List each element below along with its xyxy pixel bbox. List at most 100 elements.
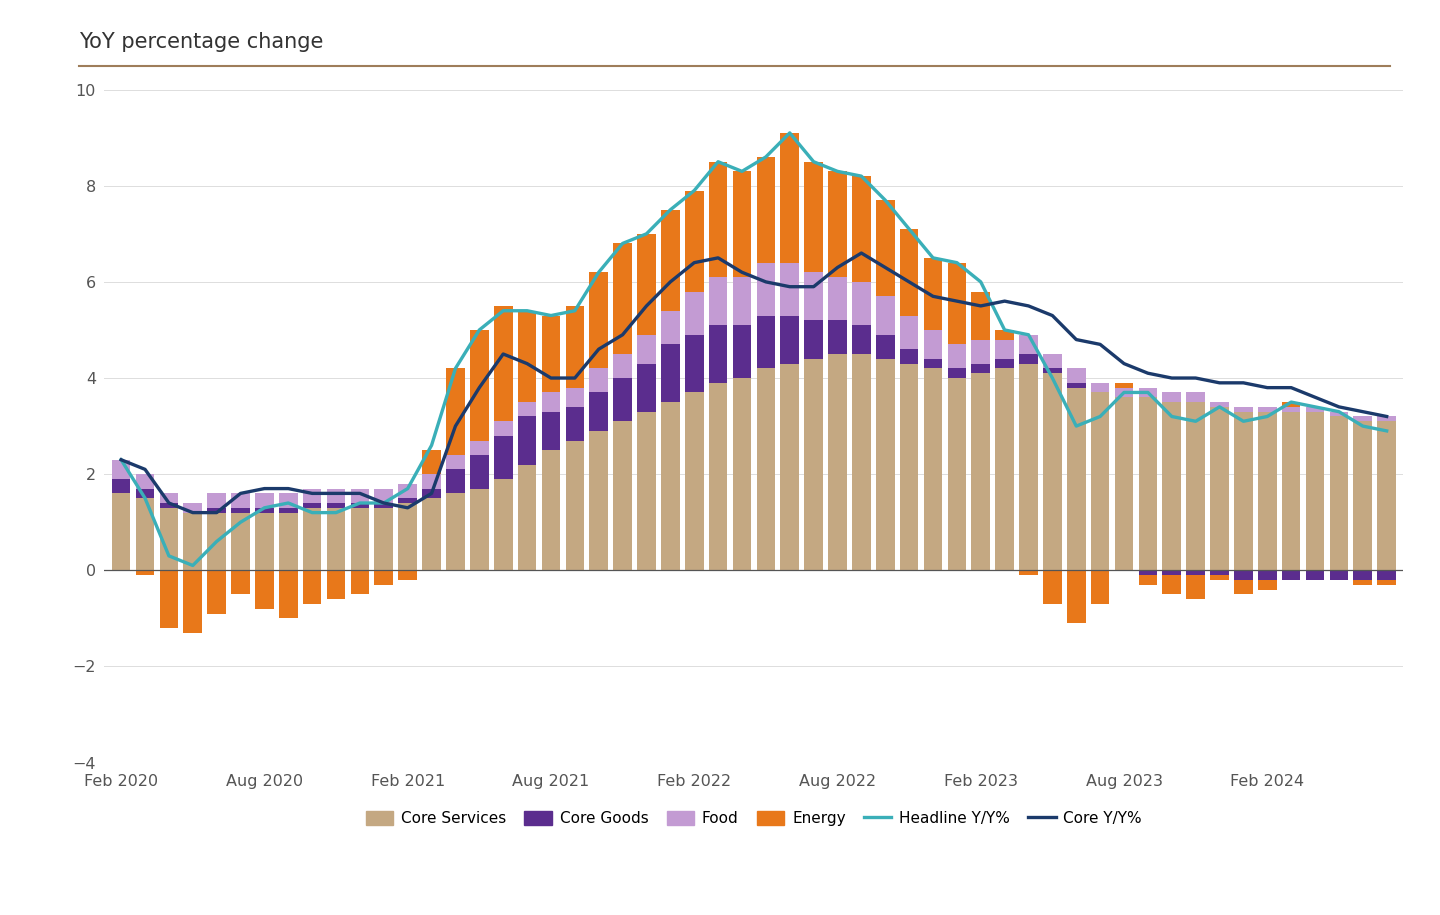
Bar <box>1043 570 1061 604</box>
Bar <box>566 306 585 388</box>
Bar <box>207 493 226 508</box>
Bar <box>972 363 991 373</box>
Bar <box>1329 570 1348 580</box>
Bar <box>279 508 298 512</box>
Bar <box>1020 363 1038 570</box>
Bar <box>160 508 179 570</box>
Bar <box>1282 407 1300 412</box>
Headline Y/Y% <box>613 238 631 249</box>
Bar <box>756 263 775 316</box>
Bar <box>302 570 321 604</box>
Bar <box>1067 388 1086 570</box>
Bar <box>923 330 942 359</box>
Bar <box>1282 570 1300 580</box>
Bar <box>613 243 632 354</box>
Bar <box>279 512 298 570</box>
Bar <box>708 382 727 570</box>
Bar <box>756 369 775 570</box>
Bar <box>1067 382 1086 388</box>
Bar <box>1210 407 1228 570</box>
Bar <box>302 489 321 503</box>
Bar <box>756 156 775 263</box>
Bar <box>948 263 966 344</box>
Bar <box>1354 416 1372 421</box>
Bar <box>494 479 513 570</box>
Bar <box>1354 570 1372 580</box>
Bar <box>661 402 680 570</box>
Bar <box>661 344 680 402</box>
Headline Y/Y% <box>351 498 369 509</box>
Bar <box>1187 570 1205 576</box>
Bar <box>828 320 847 354</box>
Bar <box>1354 580 1372 585</box>
Bar <box>232 508 251 512</box>
Bar <box>923 258 942 330</box>
Bar <box>613 354 632 378</box>
Bar <box>399 498 418 503</box>
Bar <box>207 570 226 614</box>
Bar <box>374 489 393 503</box>
Bar <box>183 512 202 570</box>
Bar <box>1210 576 1228 580</box>
Bar <box>589 369 608 393</box>
Bar <box>350 508 369 570</box>
Bar <box>1378 570 1395 580</box>
Bar <box>232 570 251 595</box>
Bar <box>135 570 154 576</box>
Bar <box>805 359 822 570</box>
Bar <box>1306 570 1325 580</box>
Bar <box>852 354 871 570</box>
Bar <box>708 162 727 277</box>
Core Y/Y% <box>613 329 631 340</box>
Bar <box>494 306 513 421</box>
Bar <box>255 508 274 512</box>
Headline Y/Y% <box>900 223 917 234</box>
Bar <box>733 325 752 378</box>
Core Y/Y% <box>112 454 130 465</box>
Bar <box>160 570 179 628</box>
Bar <box>756 316 775 369</box>
Bar <box>518 416 536 465</box>
Bar <box>636 363 655 412</box>
Bar <box>1259 580 1277 589</box>
Bar <box>422 489 441 498</box>
Bar <box>876 296 894 335</box>
Bar <box>636 412 655 570</box>
Bar <box>805 273 822 320</box>
Bar <box>1378 421 1395 570</box>
Bar <box>112 479 131 493</box>
Bar <box>1092 393 1109 570</box>
Core Y/Y% <box>184 507 202 518</box>
Bar <box>135 489 154 498</box>
Bar <box>1020 354 1038 363</box>
Bar <box>232 493 251 508</box>
Bar <box>1378 580 1395 585</box>
Headline Y/Y% <box>924 253 942 264</box>
Bar <box>1306 407 1325 412</box>
Bar <box>541 412 560 450</box>
Bar <box>948 378 966 570</box>
Bar <box>327 489 346 503</box>
Bar <box>589 431 608 570</box>
Bar <box>1139 576 1158 585</box>
Bar <box>1234 412 1253 570</box>
Bar <box>805 320 822 359</box>
Bar <box>1067 570 1086 623</box>
Bar <box>518 465 536 570</box>
Bar <box>1043 369 1061 373</box>
Bar <box>469 440 488 455</box>
Bar <box>923 369 942 570</box>
Bar <box>446 369 465 455</box>
Bar <box>780 263 799 316</box>
Bar <box>972 373 991 570</box>
Bar <box>1092 570 1109 604</box>
Bar <box>1378 416 1395 421</box>
Bar <box>1187 576 1205 599</box>
Bar <box>733 277 752 325</box>
Bar <box>541 450 560 570</box>
Bar <box>1115 388 1133 397</box>
Bar <box>900 316 919 350</box>
Bar <box>1234 580 1253 595</box>
Bar <box>350 489 369 503</box>
Bar <box>780 363 799 570</box>
